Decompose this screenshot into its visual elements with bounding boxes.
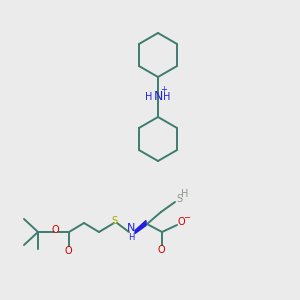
Text: +: + [160,85,167,94]
Text: O: O [64,246,72,256]
Text: O: O [177,217,185,227]
Text: S: S [176,194,182,204]
Text: H: H [128,233,134,242]
Polygon shape [135,220,146,233]
Text: H: H [163,92,171,102]
Text: N: N [153,91,163,103]
Text: S: S [111,216,117,226]
Text: O: O [157,245,165,255]
Text: N: N [127,223,135,233]
Text: H: H [145,92,153,102]
Text: −: − [184,214,190,223]
Text: O: O [51,225,59,235]
Text: H: H [181,189,189,199]
